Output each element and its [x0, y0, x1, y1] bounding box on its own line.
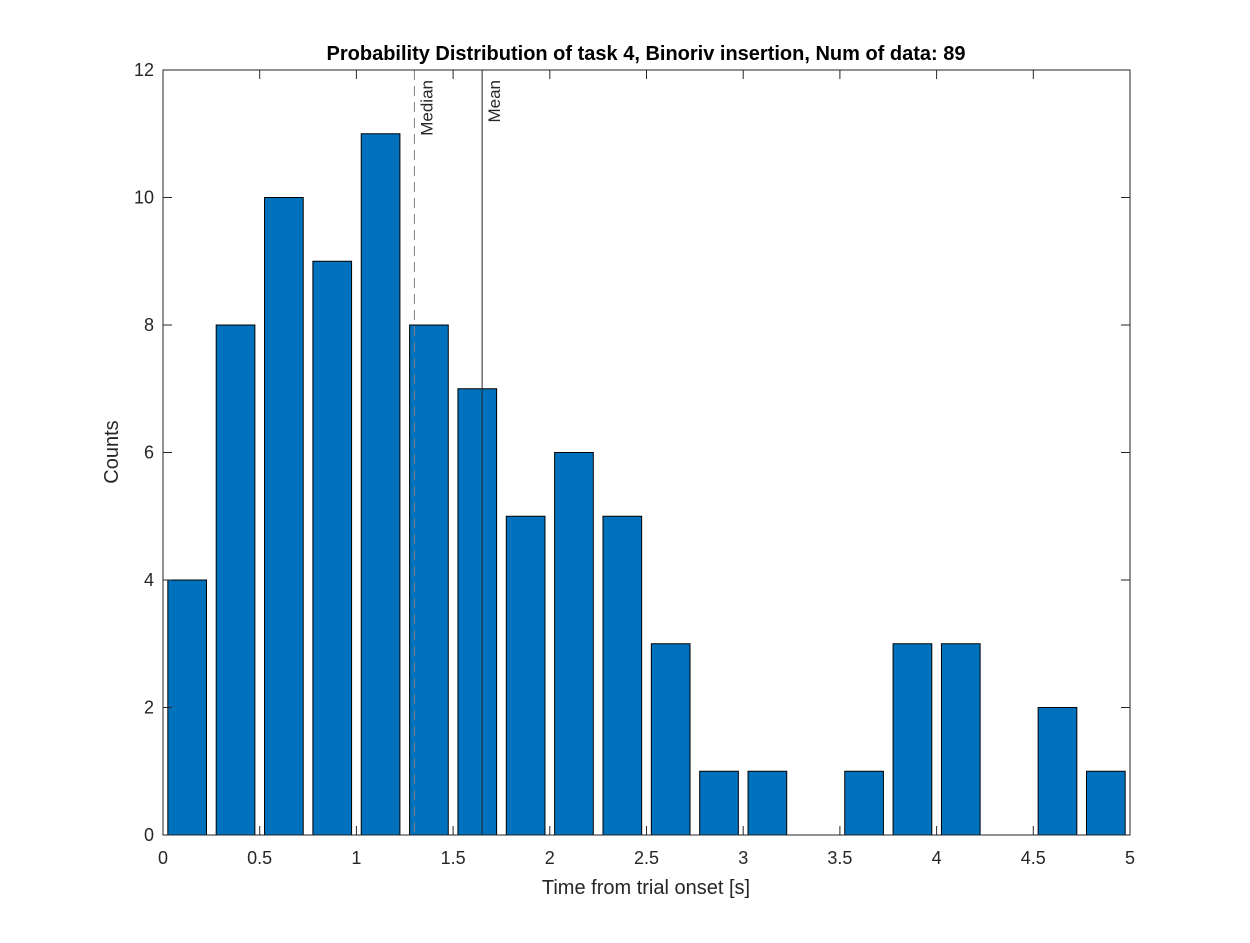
x-tick-label: 2.5 [634, 848, 659, 868]
y-tick-label: 8 [144, 315, 154, 335]
chart-title: Probability Distribution of task 4, Bino… [327, 43, 966, 65]
y-axis-label: Counts [101, 420, 123, 483]
histogram-bar [312, 260, 353, 836]
x-tick-label: 0.5 [247, 848, 272, 868]
x-tick-label: 0 [158, 848, 168, 868]
histogram-bar [264, 197, 304, 836]
x-tick-label: 5 [1125, 848, 1135, 868]
histogram-bar [409, 324, 449, 836]
bars-group [167, 133, 1126, 836]
histogram-bar [215, 324, 256, 836]
histogram-bar [167, 579, 208, 836]
y-tick-label: 12 [134, 60, 154, 80]
y-tick-label: 4 [144, 570, 154, 590]
x-tick-label: 1 [351, 848, 361, 868]
histogram-bar [602, 515, 643, 836]
x-tick-label: 3 [738, 848, 748, 868]
histogram-bar [650, 643, 691, 836]
histogram-bar [747, 770, 788, 836]
y-ticks-group: 0 2 4 6 8 10 12 [134, 60, 1130, 845]
x-ticks-group: 0 0.5 1 1.5 2 2.5 3 3.5 4 4.5 5 [158, 70, 1135, 868]
x-tick-label: 4 [932, 848, 942, 868]
x-tick-label: 3.5 [827, 848, 852, 868]
histogram-bar [699, 770, 739, 836]
histogram-bar [844, 770, 884, 836]
x-tick-label: 2 [545, 848, 555, 868]
y-tick-label: 0 [144, 825, 154, 845]
histogram-bar [554, 452, 594, 836]
y-tick-label: 10 [134, 188, 154, 208]
x-axis-label: Time from trial onset [s] [542, 877, 750, 899]
y-tick-label: 2 [144, 698, 154, 718]
histogram-bar [892, 643, 933, 836]
plot-area-background [163, 70, 1130, 835]
histogram-bar [360, 133, 401, 836]
median-label: Median [417, 80, 436, 136]
x-tick-label: 1.5 [441, 848, 466, 868]
x-tick-label: 4.5 [1021, 848, 1046, 868]
mean-label: Mean [485, 80, 504, 123]
histogram-bar [505, 515, 546, 836]
histogram-bar [1037, 707, 1078, 836]
histogram-bar [1085, 770, 1126, 836]
y-tick-label: 6 [144, 443, 154, 463]
reference-lines-group: Median Mean [413, 70, 504, 835]
histogram-bar [457, 388, 498, 836]
histogram-bar [940, 643, 981, 836]
